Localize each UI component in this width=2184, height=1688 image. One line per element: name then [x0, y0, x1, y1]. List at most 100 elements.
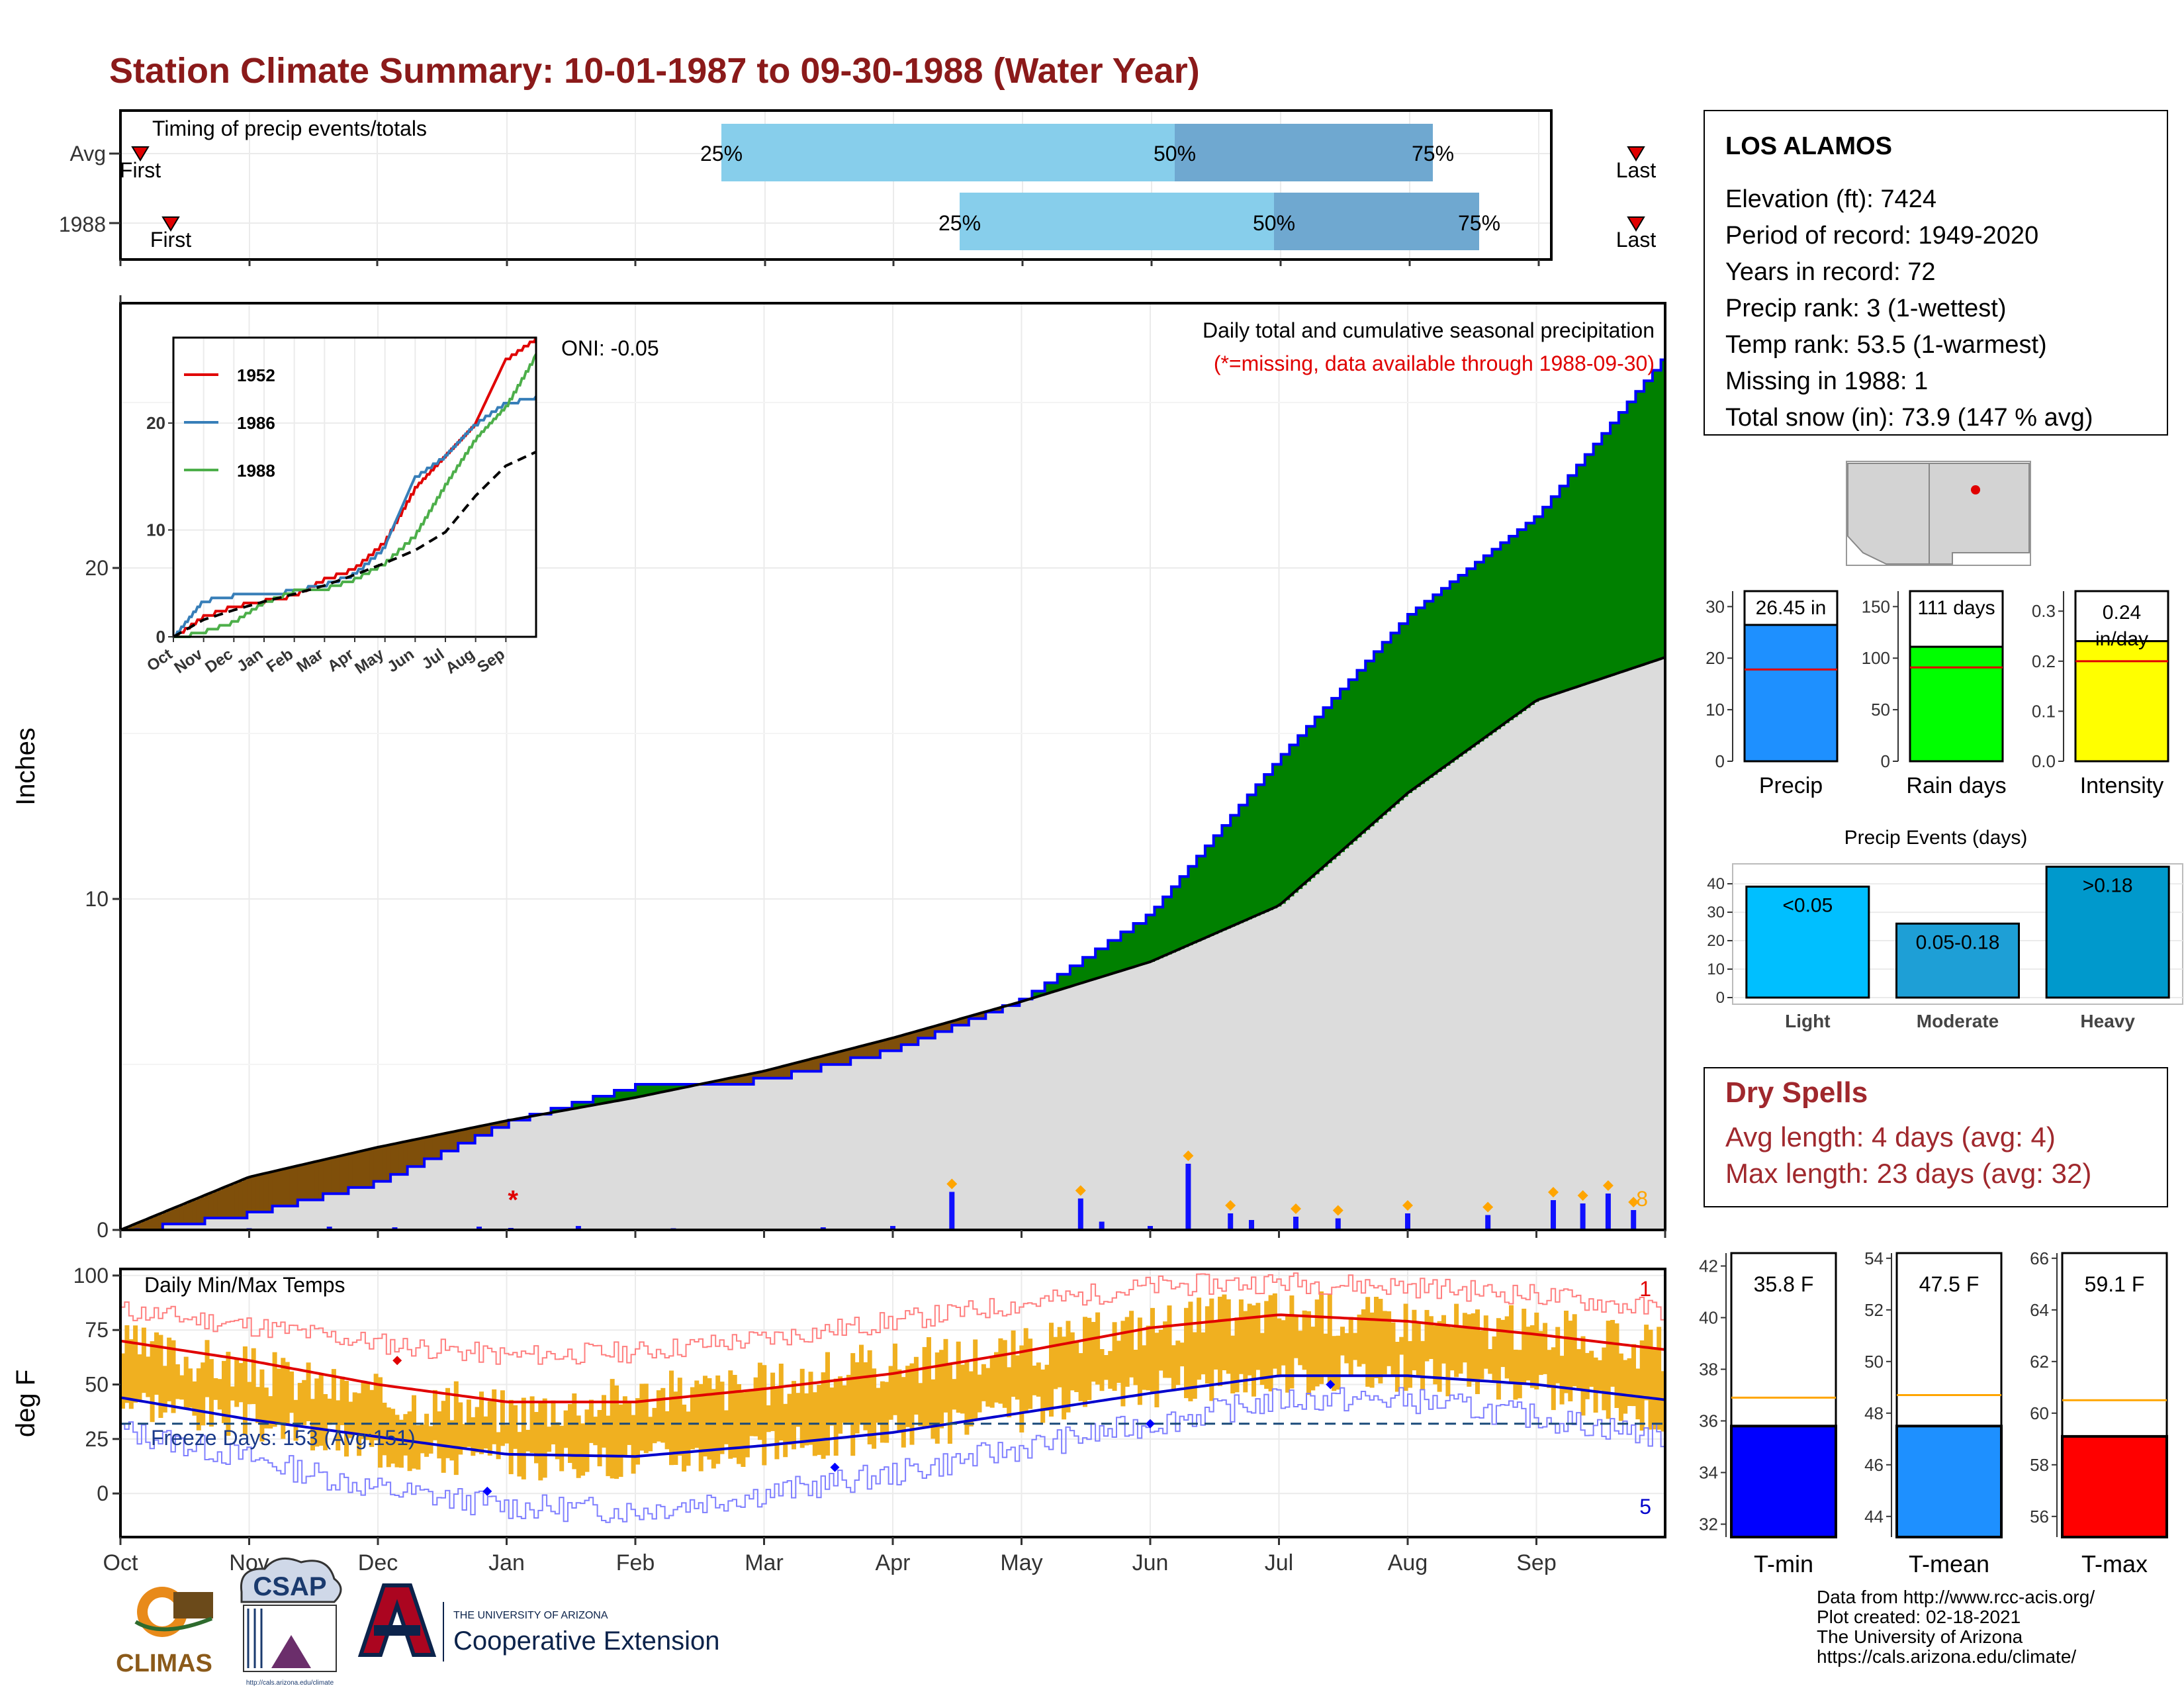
below-normal-segment — [386, 1145, 391, 1182]
daily-temp-range-bar — [664, 1411, 670, 1450]
above-normal-segment — [1234, 815, 1240, 925]
above-normal-segment — [1361, 670, 1366, 834]
temp-summary-t-mean: 47.5 F 44 46 48 50 52 54 T-mean — [1864, 1248, 2003, 1577]
temp-summary-y-tick-label: 34 — [1699, 1463, 1718, 1483]
main-chart-title: Daily total and cumulative seasonal prec… — [1203, 318, 1655, 342]
below-normal-segment — [196, 1198, 201, 1224]
above-normal-segment — [1103, 949, 1109, 976]
below-normal-segment — [994, 1009, 999, 1012]
below-normal-segment — [137, 1223, 142, 1230]
below-normal-segment — [285, 1168, 290, 1206]
below-normal-segment — [863, 1045, 868, 1058]
timing-1988-q2-bar — [1274, 193, 1479, 250]
daily-temp-range-bar — [365, 1382, 370, 1440]
daily-temp-range-bar — [973, 1339, 978, 1419]
events-category-label: Heavy — [2080, 1011, 2135, 1031]
temp-ylabel: deg F — [11, 1370, 40, 1437]
daily-temp-range-bar — [1589, 1350, 1594, 1387]
daily-temp-range-bar — [1036, 1362, 1041, 1397]
daily-temp-range-bar — [1441, 1315, 1446, 1364]
daily-temp-range-bar — [1289, 1295, 1295, 1389]
location-map — [1846, 461, 2031, 566]
daily-temp-range-bar — [318, 1373, 324, 1446]
daily-temp-range-bar — [272, 1352, 277, 1427]
daily-temp-range-bar — [1500, 1319, 1506, 1368]
below-normal-segment — [922, 1029, 927, 1039]
climas-logo-text: CLIMAS — [116, 1650, 212, 1677]
above-normal-segment — [635, 1084, 640, 1098]
temp-summary-y-tick-label: 54 — [1864, 1248, 1884, 1268]
freeze-days-label: Freeze Days: 153 (Avg:151) — [151, 1426, 416, 1450]
below-normal-segment — [934, 1026, 940, 1032]
above-normal-segment — [1458, 575, 1463, 757]
temp-summary-y-tick-label: 38 — [1699, 1360, 1718, 1380]
daily-temp-range-bar — [263, 1387, 269, 1429]
above-normal-segment — [1302, 735, 1307, 886]
daily-temp-range-bar — [513, 1405, 518, 1449]
heavy-event-marker — [1183, 1150, 1194, 1161]
summary-y-tick-label: 0.0 — [2032, 751, 2056, 771]
above-normal-segment — [1635, 391, 1641, 667]
above-normal-segment — [1428, 601, 1433, 778]
daily-temp-range-bar — [829, 1387, 835, 1426]
above-normal-segment — [1293, 745, 1298, 893]
daily-temp-range-bar — [723, 1410, 729, 1444]
daily-temp-range-bar — [412, 1395, 416, 1469]
daily-temp-range-bar — [1314, 1299, 1320, 1387]
daily-temp-range-bar — [964, 1360, 970, 1435]
month-label: Jun — [1132, 1550, 1169, 1575]
daily-temp-range-bar — [606, 1415, 611, 1476]
daily-temp-range-bar — [618, 1404, 623, 1477]
record-temp-marker — [482, 1486, 492, 1496]
above-normal-segment — [1598, 444, 1602, 680]
above-normal-segment — [1593, 444, 1598, 682]
station-missing: Missing in 1988: 1 — [1725, 367, 1928, 395]
daily-temp-range-bar — [968, 1371, 974, 1427]
above-normal-segment — [1222, 825, 1227, 931]
below-normal-segment — [905, 1034, 911, 1045]
daily-temp-range-bar — [631, 1415, 636, 1474]
heavy-event-marker — [1577, 1190, 1588, 1201]
below-normal-segment — [259, 1174, 265, 1212]
daily-temp-range-bar — [652, 1407, 657, 1444]
daily-temp-range-bar — [918, 1383, 923, 1427]
heavy-event-marker — [1075, 1185, 1086, 1196]
daily-temp-range-bar — [1083, 1317, 1087, 1407]
below-normal-segment — [318, 1160, 324, 1200]
above-normal-segment — [1078, 966, 1083, 984]
above-normal-segment — [1500, 542, 1506, 726]
daily-temp-range-bar — [1087, 1317, 1092, 1400]
footer-line-4: https://cals.arizona.edu/climate/ — [1817, 1646, 2076, 1667]
above-normal-segment — [1449, 581, 1455, 763]
daily-temp-range-bar — [711, 1389, 716, 1469]
timing-1988-first-marker — [161, 216, 180, 232]
temp-summary-box — [2061, 1252, 2168, 1438]
above-normal-segment — [1314, 717, 1320, 874]
daily-temp-range-bar — [741, 1392, 746, 1467]
above-normal-segment — [1454, 581, 1459, 760]
below-normal-segment — [867, 1044, 872, 1058]
daily-temp-range-bar — [475, 1407, 480, 1453]
above-normal-segment — [1272, 764, 1277, 909]
daily-temp-range-bar — [1040, 1369, 1046, 1423]
above-normal-segment — [1277, 764, 1282, 907]
daily-temp-range-bar — [1133, 1350, 1138, 1385]
daily-temp-range-bar — [1251, 1305, 1256, 1397]
daily-temp-range-bar — [901, 1377, 906, 1448]
above-normal-segment — [1644, 381, 1649, 665]
daily-temp-range-bar — [850, 1353, 856, 1456]
daily-temp-range-bar — [778, 1364, 784, 1441]
daily-temp-range-bar — [909, 1363, 915, 1445]
daily-temp-range-bar — [441, 1401, 446, 1473]
daily-temp-range-bar — [977, 1374, 982, 1413]
daily-temp-range-bar — [150, 1341, 155, 1423]
below-normal-segment — [998, 1008, 1003, 1012]
daily-temp-range-bar — [432, 1389, 437, 1440]
daily-temp-range-bar — [1011, 1330, 1016, 1397]
below-normal-segment — [487, 1124, 492, 1136]
below-normal-segment — [167, 1211, 172, 1224]
inset-y-tick-label: 10 — [146, 520, 165, 540]
above-normal-segment — [1133, 923, 1138, 967]
timing-1988-first-label: First — [150, 228, 191, 252]
daily-temp-range-bar — [677, 1378, 682, 1456]
